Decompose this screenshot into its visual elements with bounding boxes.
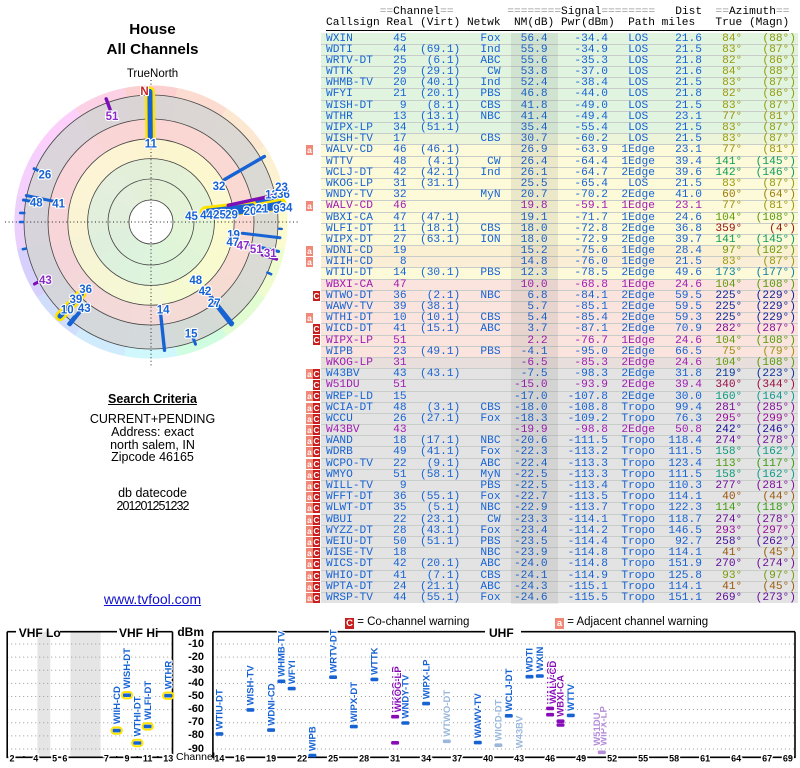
svg-text:WISH-DT: WISH-DT — [122, 648, 133, 689]
svg-text:36: 36 — [277, 189, 290, 201]
svg-text:43: 43 — [39, 275, 52, 287]
svg-text:64: 64 — [731, 754, 741, 764]
svg-text:WTHR: WTHR — [163, 661, 174, 690]
svg-text:20: 20 — [244, 206, 257, 218]
svg-text:69: 69 — [783, 754, 793, 764]
svg-text:WIPB: WIPB — [308, 726, 319, 751]
svg-text:11: 11 — [145, 139, 158, 151]
svg-text:WDNI-CD: WDNI-CD — [266, 683, 277, 725]
svg-text:39: 39 — [70, 294, 83, 306]
svg-text:48: 48 — [189, 275, 202, 287]
svg-text:52: 52 — [607, 754, 617, 764]
svg-text:WICD-DT: WICD-DT — [494, 699, 505, 740]
svg-text:WRTV-DT: WRTV-DT — [328, 629, 339, 672]
svg-text:22: 22 — [297, 754, 307, 764]
svg-text:10: 10 — [61, 305, 74, 317]
svg-text:25: 25 — [213, 210, 226, 222]
svg-text:9: 9 — [273, 204, 279, 216]
svg-text:67: 67 — [762, 754, 772, 764]
svg-text:13: 13 — [265, 189, 278, 201]
svg-text:31: 31 — [390, 754, 400, 764]
svg-text:23: 23 — [275, 182, 288, 194]
svg-text:WDTI: WDTI — [525, 648, 536, 672]
svg-text:WXIN: WXIN — [535, 647, 546, 672]
svg-text:WTWO-DT: WTWO-DT — [442, 690, 453, 737]
svg-text:34: 34 — [421, 754, 431, 764]
svg-text:5: 5 — [52, 754, 57, 764]
svg-text:WIIH-CD: WIIH-CD — [112, 686, 123, 724]
svg-text:WTHI-DT: WTHI-DT — [133, 696, 144, 736]
svg-text:44: 44 — [200, 210, 213, 222]
svg-text:WALV-CD: WALV-CD — [545, 661, 556, 704]
svg-text:58: 58 — [669, 754, 679, 764]
svg-text:W43BV: W43BV — [514, 715, 525, 748]
svg-text:WKOG-LP: WKOG-LP — [390, 666, 401, 713]
svg-text:N: N — [140, 86, 148, 98]
svg-text:WHMB-TV: WHMB-TV — [277, 630, 288, 677]
svg-text:W51DU: W51DU — [592, 712, 603, 745]
svg-text:WTTK: WTTK — [370, 647, 381, 675]
svg-text:26: 26 — [39, 170, 52, 182]
svg-text:46: 46 — [545, 754, 555, 764]
svg-text:WKOG-LP: WKOG-LP — [393, 666, 404, 713]
svg-text:9: 9 — [124, 754, 129, 764]
svg-text:WTTV: WTTV — [566, 683, 577, 711]
svg-text:14: 14 — [214, 754, 224, 764]
svg-text:27: 27 — [208, 298, 221, 310]
svg-text:45: 45 — [185, 211, 198, 223]
svg-text:WALV-CD: WALV-CD — [548, 661, 559, 704]
svg-text:42: 42 — [199, 286, 212, 298]
svg-text:WFYI: WFYI — [287, 660, 298, 684]
svg-text:15: 15 — [185, 329, 198, 341]
svg-text:4: 4 — [33, 754, 38, 764]
svg-text:43: 43 — [78, 303, 91, 315]
svg-text:19: 19 — [227, 230, 240, 242]
svg-text:36: 36 — [79, 284, 92, 296]
svg-text:49: 49 — [576, 754, 586, 764]
svg-text:WIPX-DT: WIPX-DT — [349, 682, 360, 722]
svg-text:55: 55 — [638, 754, 648, 764]
svg-text:43: 43 — [514, 754, 524, 764]
svg-text:WLFI-DT: WLFI-DT — [143, 681, 154, 720]
svg-text:41: 41 — [52, 198, 65, 210]
svg-text:37: 37 — [452, 754, 462, 764]
svg-text:WTIU-DT: WTIU-DT — [215, 689, 226, 729]
svg-text:61: 61 — [700, 754, 710, 764]
svg-text:51: 51 — [250, 244, 263, 256]
svg-text:21: 21 — [256, 204, 269, 216]
svg-text:13: 13 — [163, 754, 173, 764]
svg-text:WAWV-TV: WAWV-TV — [473, 693, 484, 739]
svg-text:25: 25 — [328, 754, 338, 764]
svg-text:WISH-TV: WISH-TV — [246, 665, 257, 706]
svg-text:11: 11 — [143, 754, 153, 764]
svg-text:47: 47 — [226, 237, 239, 249]
svg-text:WNDY-TV: WNDY-TV — [401, 674, 412, 718]
svg-text:28: 28 — [359, 754, 369, 764]
svg-text:2: 2 — [9, 754, 14, 764]
svg-text:7: 7 — [104, 754, 109, 764]
svg-text:34: 34 — [280, 203, 293, 215]
svg-text:19: 19 — [266, 754, 276, 764]
svg-text:51: 51 — [106, 111, 119, 123]
svg-text:16: 16 — [235, 754, 245, 764]
svg-text:40: 40 — [483, 754, 493, 764]
svg-text:29: 29 — [225, 210, 238, 222]
svg-text:WIPX-LP: WIPX-LP — [599, 706, 610, 746]
svg-text:6: 6 — [62, 754, 67, 764]
svg-text:WBXI-CA: WBXI-CA — [556, 675, 567, 717]
svg-text:48: 48 — [30, 198, 43, 210]
svg-text:32: 32 — [213, 181, 226, 193]
svg-text:WIPX-LP: WIPX-LP — [421, 659, 432, 699]
svg-text:WCLJ-DT: WCLJ-DT — [504, 668, 515, 711]
svg-text:31: 31 — [264, 248, 277, 260]
svg-text:47: 47 — [237, 241, 250, 253]
svg-text:14: 14 — [157, 304, 170, 316]
